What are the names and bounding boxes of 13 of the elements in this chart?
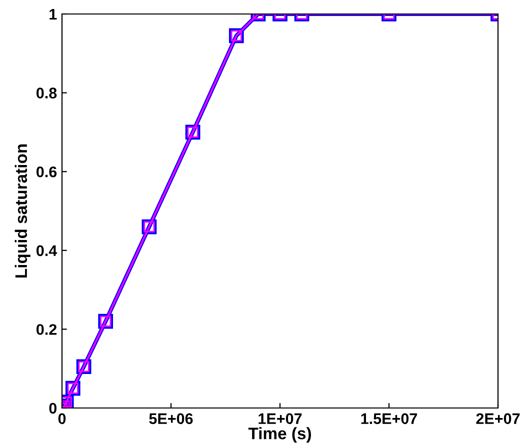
x-tick-label: 1E+07 <box>258 413 302 424</box>
x-axis-title: Time (s) <box>248 427 311 443</box>
x-tick-label: 5E+06 <box>149 413 193 424</box>
x-tick-label: 2E+07 <box>476 413 520 424</box>
y-tick-label: 0 <box>49 402 57 414</box>
y-axis-title: Liquid saturation <box>14 144 30 278</box>
y-tick-label: 0.8 <box>36 88 57 98</box>
x-tick-label: 1.5E+07 <box>361 413 417 424</box>
y-tick-label: 0.4 <box>36 245 58 256</box>
x-tick-label: 0 <box>58 413 66 424</box>
y-tick-label: 0.6 <box>36 166 57 178</box>
y-tick-label: 1 <box>50 9 57 20</box>
y-tick-label: 0.2 <box>36 324 57 335</box>
